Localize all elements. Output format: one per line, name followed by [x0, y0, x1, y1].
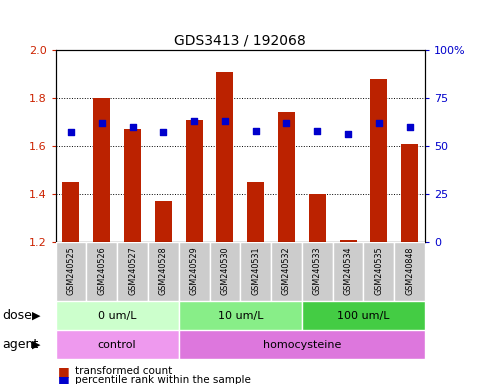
Text: percentile rank within the sample: percentile rank within the sample [75, 375, 251, 384]
Text: ■: ■ [58, 365, 70, 378]
Text: dose: dose [2, 310, 32, 322]
Text: GSM240532: GSM240532 [282, 247, 291, 295]
Bar [117, 242, 148, 301]
Bar [278, 112, 295, 242]
Bar [271, 242, 302, 301]
Text: ▶: ▶ [32, 339, 41, 350]
Text: GSM240528: GSM240528 [159, 247, 168, 295]
Bar [302, 301, 425, 330]
Point [313, 127, 321, 134]
Text: GSM240534: GSM240534 [343, 247, 353, 295]
Bar [401, 144, 418, 242]
Bar [56, 301, 179, 330]
Bar [155, 201, 172, 242]
Text: GSM240533: GSM240533 [313, 247, 322, 295]
Point [159, 129, 167, 136]
Bar [394, 242, 425, 301]
Bar [302, 242, 333, 301]
Bar [62, 182, 79, 242]
Bar [247, 182, 264, 242]
Point [252, 127, 259, 134]
Bar [185, 119, 202, 242]
Text: homocysteine: homocysteine [263, 339, 341, 350]
Text: GSM240525: GSM240525 [67, 247, 75, 295]
Text: 100 um/L: 100 um/L [337, 311, 390, 321]
Text: transformed count: transformed count [75, 366, 172, 376]
Bar [179, 330, 425, 359]
Bar [370, 79, 387, 242]
Bar [56, 242, 86, 301]
Text: ■: ■ [58, 374, 70, 384]
Text: GSM240848: GSM240848 [405, 247, 414, 295]
Text: 0 um/L: 0 um/L [98, 311, 136, 321]
Text: GSM240530: GSM240530 [220, 247, 229, 295]
Bar [333, 242, 364, 301]
Point [375, 120, 383, 126]
Point [344, 131, 352, 137]
Bar [216, 71, 233, 242]
Text: GSM240531: GSM240531 [251, 247, 260, 295]
Text: GSM240529: GSM240529 [190, 247, 199, 295]
Bar [179, 242, 210, 301]
Bar [93, 98, 110, 242]
Point [283, 120, 290, 126]
Bar [56, 330, 179, 359]
Bar [340, 240, 356, 242]
Text: agent: agent [2, 338, 39, 351]
Bar [210, 242, 240, 301]
Bar [309, 194, 326, 242]
Text: GSM240535: GSM240535 [374, 247, 384, 295]
Point [221, 118, 229, 124]
Text: GSM240526: GSM240526 [97, 247, 106, 295]
Text: GSM240527: GSM240527 [128, 247, 137, 295]
Text: 10 um/L: 10 um/L [217, 311, 263, 321]
Text: ▶: ▶ [32, 311, 41, 321]
Bar [86, 242, 117, 301]
Point [98, 120, 106, 126]
Bar [240, 242, 271, 301]
Title: GDS3413 / 192068: GDS3413 / 192068 [174, 33, 306, 47]
Bar [124, 129, 141, 242]
Text: control: control [98, 339, 136, 350]
Bar [364, 242, 394, 301]
Bar [179, 301, 302, 330]
Point [67, 129, 75, 136]
Point [190, 118, 198, 124]
Point [128, 124, 136, 130]
Bar [148, 242, 179, 301]
Point [406, 124, 413, 130]
